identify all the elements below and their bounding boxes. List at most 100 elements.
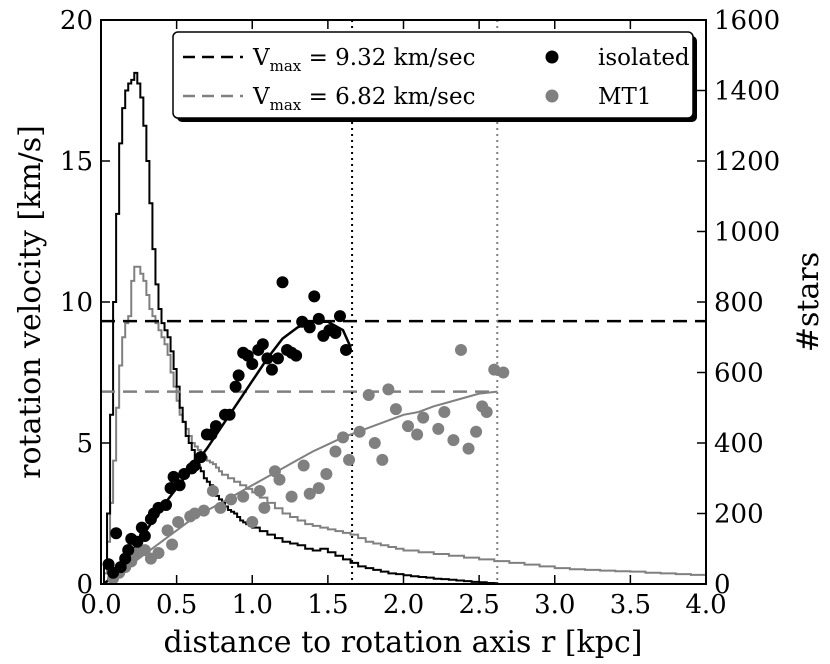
- y2-tick-label: 600: [714, 359, 764, 389]
- x-tick-label: 0.0: [80, 590, 121, 620]
- mt1-data-point: [417, 411, 430, 424]
- mt1-data-point: [438, 405, 451, 418]
- mt1-data-point: [447, 434, 460, 447]
- x-tick-label: 2.0: [383, 590, 424, 620]
- x-tick-label: 4.0: [685, 590, 726, 620]
- y2-tick-label: 800: [714, 288, 764, 318]
- mt1-data-point: [402, 420, 415, 433]
- isolated-data-point: [173, 479, 186, 492]
- isolated-data-point: [167, 470, 180, 483]
- y-tick-label: 15: [60, 147, 93, 177]
- mt1-data-point: [253, 484, 266, 497]
- isolated-data-point: [110, 527, 123, 540]
- isolated-data-point: [246, 358, 259, 371]
- isolated-data-point: [290, 349, 303, 362]
- x-axis-label: distance to rotation axis r [kpc]: [164, 625, 643, 660]
- legend-isolated-marker: [545, 50, 559, 64]
- legend-mt1-marker: [545, 89, 559, 103]
- isolated-data-point: [223, 408, 236, 421]
- mt1-data-point: [320, 468, 333, 481]
- mt1-data-point: [161, 524, 174, 537]
- mt1-data-point: [285, 490, 298, 503]
- y2-axis-label: #stars: [791, 252, 826, 352]
- x-tick-label: 2.5: [458, 590, 499, 620]
- mt1-data-point: [488, 363, 501, 376]
- isolated-data-point: [122, 544, 135, 557]
- mt1-fit-curve: [103, 390, 498, 584]
- mt1-data-point: [312, 482, 325, 495]
- mt1-data-point: [337, 431, 349, 444]
- mt1-data-point: [197, 504, 210, 517]
- mt1-data-point: [432, 422, 445, 435]
- mt1-data-point: [411, 428, 424, 441]
- x-tick-label: 3.0: [534, 590, 575, 620]
- isolated-data-point: [308, 290, 321, 303]
- mt1-data-point: [258, 501, 271, 514]
- mt1-data-point: [225, 493, 238, 506]
- isolated-data-point: [209, 420, 222, 433]
- mt1-data-point: [188, 507, 201, 520]
- y-tick-label: 5: [76, 429, 93, 459]
- isolated-data-point: [333, 310, 346, 323]
- x-tick-label: 1.5: [307, 590, 348, 620]
- mt1-data-point: [353, 425, 366, 438]
- mt1-data-point: [470, 425, 483, 438]
- x-tick-label: 0.5: [156, 590, 197, 620]
- mt1-data-point: [497, 366, 510, 379]
- legend-box: [172, 31, 694, 119]
- mt1-data-point: [376, 453, 389, 466]
- mt1-data-point: [382, 383, 395, 396]
- mt1-data-point: [138, 544, 151, 557]
- y2-tick-label: 400: [714, 429, 764, 459]
- isolated-data-point: [164, 482, 177, 495]
- isolated-data-point: [261, 352, 274, 365]
- isolated-data-point: [265, 363, 278, 376]
- mt1-data-point: [480, 405, 493, 418]
- y-tick-label: 10: [60, 288, 93, 318]
- isolated-data-point: [160, 499, 173, 512]
- isolated-data-point: [256, 338, 269, 351]
- isolated-stars-histogram: [101, 71, 501, 584]
- y2-tick-label: 1600: [714, 6, 780, 36]
- mt1-data-point: [214, 501, 227, 514]
- mt1-data-point: [462, 442, 475, 455]
- y-tick-label: 0: [76, 570, 93, 600]
- x-tick-label: 1.0: [232, 590, 273, 620]
- legend-mt1-text: MT1: [598, 84, 652, 110]
- mt1-data-point: [152, 546, 165, 559]
- isolated-data-point: [188, 459, 201, 472]
- isolated-data-point: [271, 352, 284, 365]
- mt1-data-point: [389, 403, 402, 416]
- mt1-data-point: [329, 445, 342, 458]
- y2-tick-label: 1400: [714, 77, 780, 107]
- isolated-data-point: [138, 530, 151, 543]
- mt1-data-point: [172, 515, 185, 528]
- legend-isolated-vmax-text: Vmax = 9.32 km/sec: [252, 45, 475, 75]
- y2-tick-label: 0: [714, 570, 731, 600]
- y2-tick-label: 200: [714, 500, 764, 530]
- isolated-data-point: [303, 321, 316, 334]
- mt1-data-point: [297, 459, 310, 472]
- mt1-data-point: [273, 473, 286, 486]
- mt1-stars-histogram: [101, 265, 706, 584]
- legend-mt1-vmax-text: Vmax = 6.82 km/sec: [252, 84, 475, 114]
- x-tick-label: 3.5: [610, 590, 651, 620]
- y2-tick-label: 1200: [714, 147, 780, 177]
- y-axis-label: rotation velocity [km/s]: [13, 125, 48, 479]
- isolated-data-point: [232, 369, 245, 382]
- mt1-data-point: [362, 389, 375, 402]
- y2-tick-label: 1000: [714, 218, 780, 248]
- mt1-data-point: [166, 538, 179, 551]
- legend-isolated-text: isolated: [598, 45, 690, 71]
- mt1-data-point: [246, 515, 259, 528]
- isolated-data-point: [340, 343, 353, 356]
- y-tick-label: 20: [60, 6, 93, 36]
- isolated-data-point: [312, 312, 325, 325]
- isolated-data-point: [329, 327, 342, 340]
- mt1-data-point: [343, 453, 356, 466]
- isolated-data-point: [229, 380, 242, 393]
- mt1-data-point: [454, 343, 467, 356]
- mt1-data-point: [237, 490, 250, 503]
- isolated-data-point: [276, 276, 289, 289]
